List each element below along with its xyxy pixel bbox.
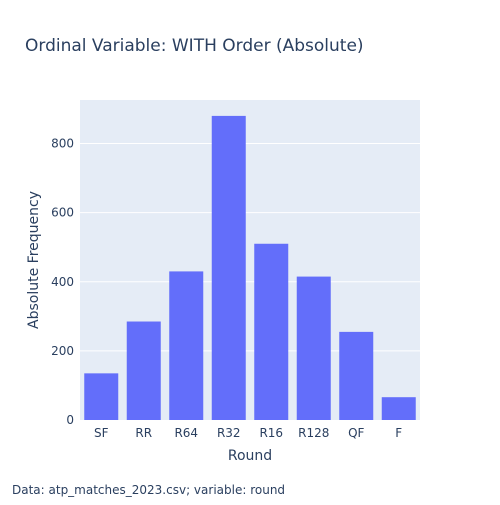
bar-r16 [254,243,289,420]
x-tick-label: F [395,426,402,440]
bar-r32 [211,115,246,420]
chart-title: Ordinal Variable: WITH Order (Absolute) [25,36,364,56]
x-axis-ticks: SF RR R64 R32 R16 R128 QF F [94,426,402,440]
y-tick-label: 200 [51,344,74,358]
x-tick-label: RR [135,426,152,440]
x-axis-title: Round [228,448,272,464]
y-tick-label: 0 [66,413,74,427]
bar-sf [84,373,119,420]
y-tick-label: 600 [51,206,74,220]
x-tick-label: R128 [298,426,329,440]
y-axis-ticks: 0 200 400 600 800 [51,137,74,427]
data-source-note: Data: atp_matches_2023.csv; variable: ro… [12,483,285,497]
bars [84,115,416,420]
y-tick-label: 400 [51,275,74,289]
x-tick-label: QF [348,426,364,440]
bar-qf [339,331,374,420]
bar-r128 [296,276,331,420]
bar-r64 [169,271,204,420]
y-tick-label: 800 [51,137,74,151]
x-tick-label: SF [94,426,109,440]
y-axis-title: Absolute Frequency [26,191,42,329]
x-tick-label: R16 [259,426,283,440]
bar-f [381,397,416,420]
bar-rr [126,321,161,420]
x-tick-label: R64 [174,426,198,440]
x-tick-label: R32 [217,426,241,440]
